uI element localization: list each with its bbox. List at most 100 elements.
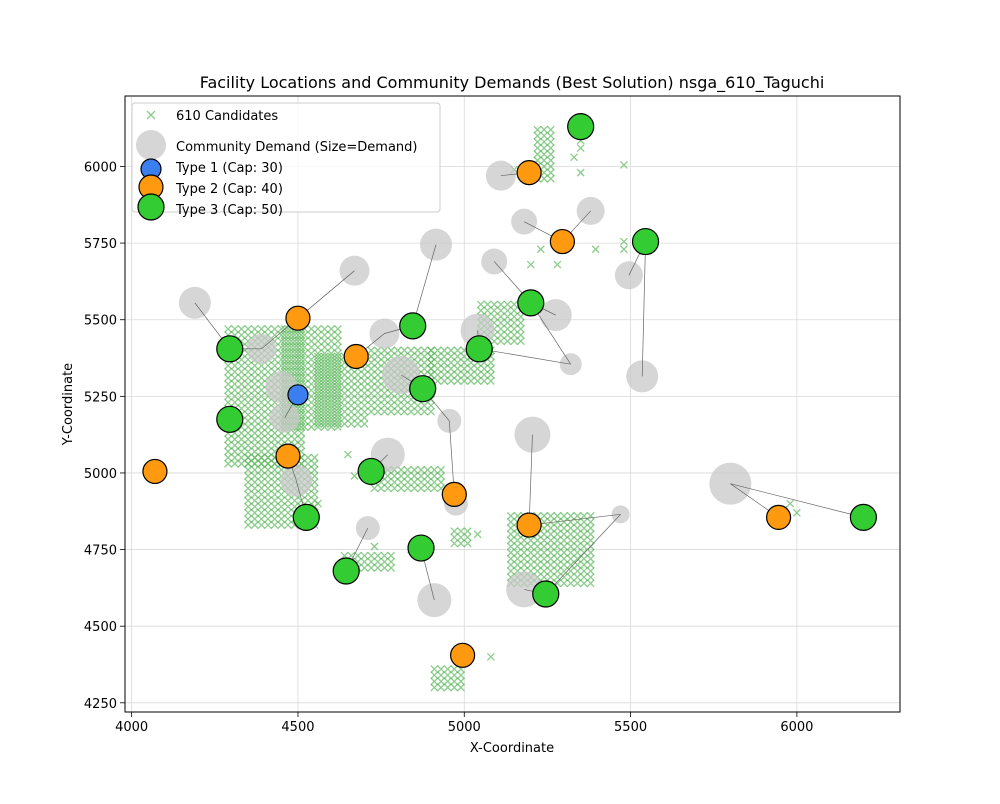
candidate-marker (257, 416, 266, 425)
candidate-marker (320, 383, 329, 392)
candidate-marker (297, 331, 306, 340)
candidate-marker (230, 392, 239, 401)
candidate-marker (320, 398, 329, 407)
candidate-marker (573, 542, 582, 551)
candidate-marker (373, 407, 382, 416)
facility-type-3 (292, 503, 320, 531)
candidate-marker (566, 560, 575, 569)
facility-type-3 (332, 557, 360, 585)
candidate-marker (327, 423, 336, 431)
candidate-marker (264, 521, 272, 530)
assignment-link (528, 434, 533, 526)
candidate-marker (430, 465, 439, 474)
candidate-marker (294, 331, 302, 340)
candidate-marker (520, 560, 529, 569)
candidate-marker (224, 324, 233, 333)
candidate-marker (440, 377, 449, 385)
candidate-marker (320, 355, 329, 364)
legend-label: Type 1 (Cap: 30) (175, 161, 283, 176)
candidate-marker (333, 377, 342, 385)
candidate-marker (270, 361, 279, 370)
candidate-marker (353, 395, 362, 404)
candidate-marker (360, 395, 369, 404)
candidate-marker (540, 144, 549, 153)
candidate-marker (250, 386, 259, 395)
candidate-marker (230, 373, 239, 382)
candidate-marker (540, 567, 549, 575)
facility-type-2 (285, 305, 311, 331)
candidate-marker (580, 573, 588, 582)
candidate-marker (427, 407, 435, 416)
candidate-marker (546, 131, 555, 140)
candidate-marker (540, 150, 549, 159)
candidate-marker (506, 524, 515, 533)
candidate-marker (463, 539, 472, 548)
candidate-marker (506, 536, 515, 545)
candidate-marker (307, 410, 316, 419)
candidate-marker (437, 677, 445, 686)
candidate-marker (443, 683, 452, 692)
candidate-marker (264, 398, 272, 407)
legend-type3-marker (137, 193, 165, 221)
candidate-marker (224, 380, 233, 389)
candidate-marker (506, 511, 515, 520)
candidate-marker (250, 459, 259, 468)
candidate-marker (244, 331, 253, 340)
candidate-marker (333, 419, 342, 428)
candidate-marker (546, 150, 555, 159)
candidate-marker (516, 312, 525, 321)
candidate-marker (340, 413, 349, 422)
candidate-marker (333, 389, 342, 398)
candidate-marker (580, 530, 588, 539)
candidate-marker (250, 514, 259, 523)
candidate-marker (407, 401, 416, 410)
candidate-marker (264, 484, 272, 493)
candidate-marker (453, 352, 462, 361)
candidate-marker (393, 401, 402, 410)
candidate-marker (510, 300, 519, 309)
candidate-marker (320, 349, 329, 358)
candidate-marker (290, 343, 299, 352)
candidate-marker (257, 508, 266, 517)
candidate-marker (407, 346, 416, 355)
candidate-marker (360, 389, 369, 398)
candidate-marker (360, 377, 369, 385)
candidate-marker (244, 398, 253, 407)
candidate-marker (496, 324, 505, 333)
facility-type-3 (631, 227, 660, 256)
candidate-marker (310, 459, 319, 468)
candidate-marker (437, 671, 445, 680)
candidate-marker (327, 373, 336, 382)
candidate-marker (560, 579, 569, 588)
candidate-marker (244, 324, 253, 333)
candidate-marker (327, 358, 336, 367)
candidate-marker (270, 331, 279, 340)
candidate-marker (533, 125, 542, 134)
candidate-marker (264, 435, 272, 444)
candidate-marker (264, 453, 272, 462)
candidate-marker (476, 306, 485, 315)
candidate-marker (373, 551, 382, 560)
candidate-marker (320, 392, 329, 401)
candidate-marker (327, 392, 336, 401)
candidate-marker (456, 683, 465, 692)
candidate-marker (297, 373, 306, 382)
candidate-marker (786, 499, 795, 508)
candidate-marker (546, 567, 555, 575)
legend: 610 Candidates Community Demand (Size=Dem… (131, 102, 441, 221)
candidate-marker (533, 560, 542, 569)
candidate-marker (320, 389, 329, 398)
candidate-marker (486, 377, 495, 385)
candidate-marker (433, 370, 442, 379)
candidate-marker (230, 435, 239, 444)
candidate-marker (320, 358, 329, 367)
candidate-marker (410, 465, 419, 474)
candidate-marker (367, 564, 376, 572)
candidate-marker (284, 502, 292, 511)
candidate-marker (244, 490, 253, 499)
candidate-marker (340, 401, 349, 410)
candidate-marker (540, 524, 549, 533)
candidate-marker (297, 349, 306, 358)
candidate-marker (250, 496, 259, 505)
y-tick-label: 5750 (84, 237, 117, 252)
